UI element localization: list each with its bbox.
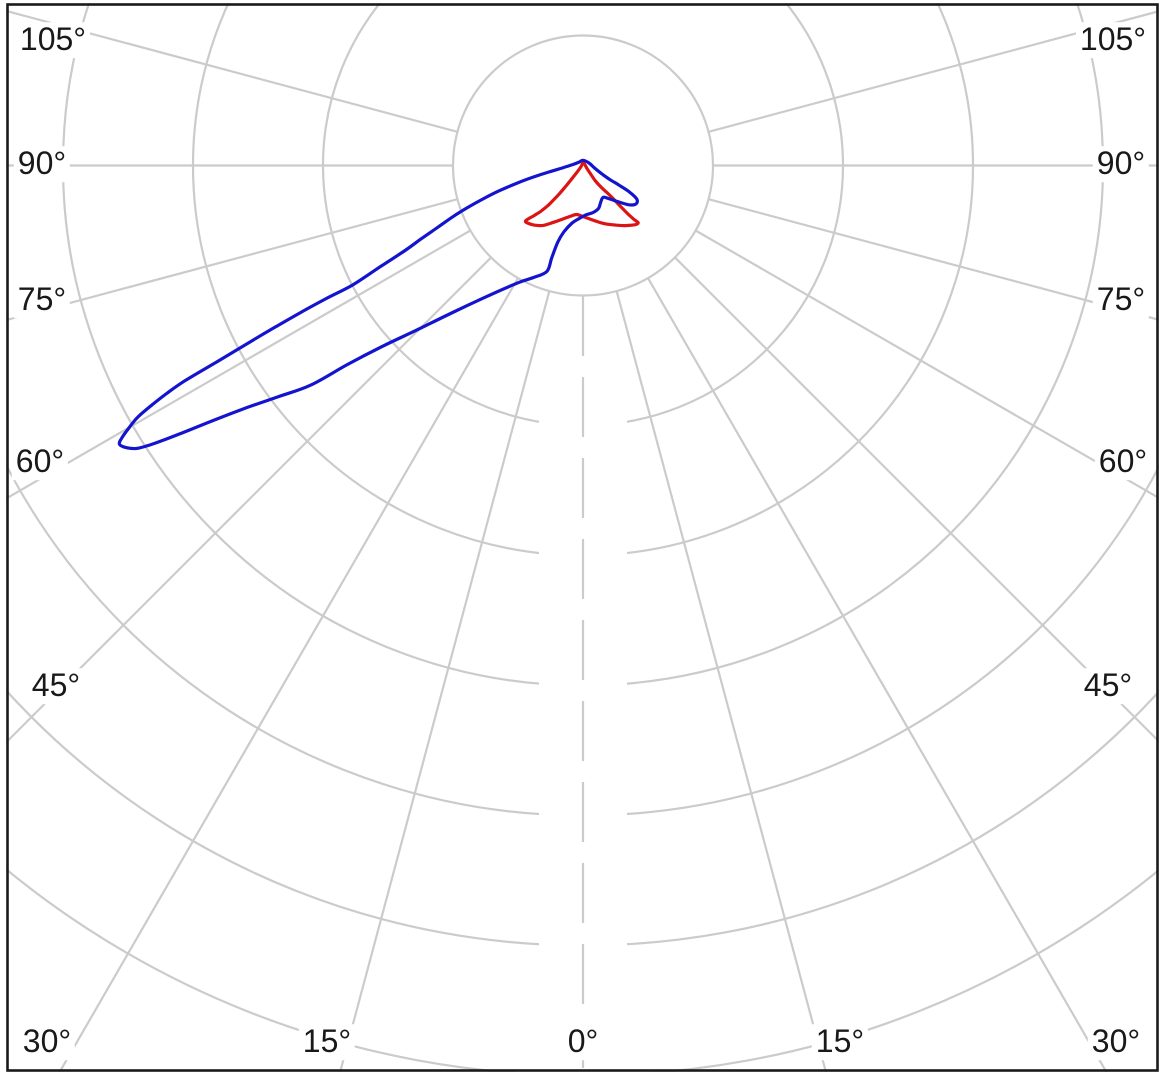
curve-blue-C0-C180-plane	[117, 158, 639, 451]
angle-label-right-45: 45°	[1079, 668, 1137, 704]
angle-label-left-75: 75°	[13, 282, 71, 318]
angle-label-right-105: 105°	[1075, 22, 1151, 58]
angle-label-right-90: 90°	[1092, 146, 1150, 182]
angle-label-right-60: 60°	[1094, 444, 1152, 480]
angle-label-left-45: 45°	[27, 668, 85, 704]
angle-label-bottom-0: 0°	[563, 1024, 603, 1060]
angle-label-left-105: 105°	[15, 22, 91, 58]
angle-label-bottom-15-left: 15°	[298, 1024, 356, 1060]
angle-label-bottom-15-right: 15°	[811, 1024, 869, 1060]
angle-label-bottom-30-left: 30°	[18, 1024, 76, 1060]
intensity-curves	[117, 158, 640, 451]
angle-label-left-60: 60°	[11, 444, 69, 480]
angle-label-bottom-30-right: 30°	[1087, 1024, 1145, 1060]
plot-border-frame	[6, 3, 1159, 1072]
angle-label-right-75: 75°	[1092, 282, 1150, 318]
angle-label-left-90: 90°	[13, 146, 71, 182]
